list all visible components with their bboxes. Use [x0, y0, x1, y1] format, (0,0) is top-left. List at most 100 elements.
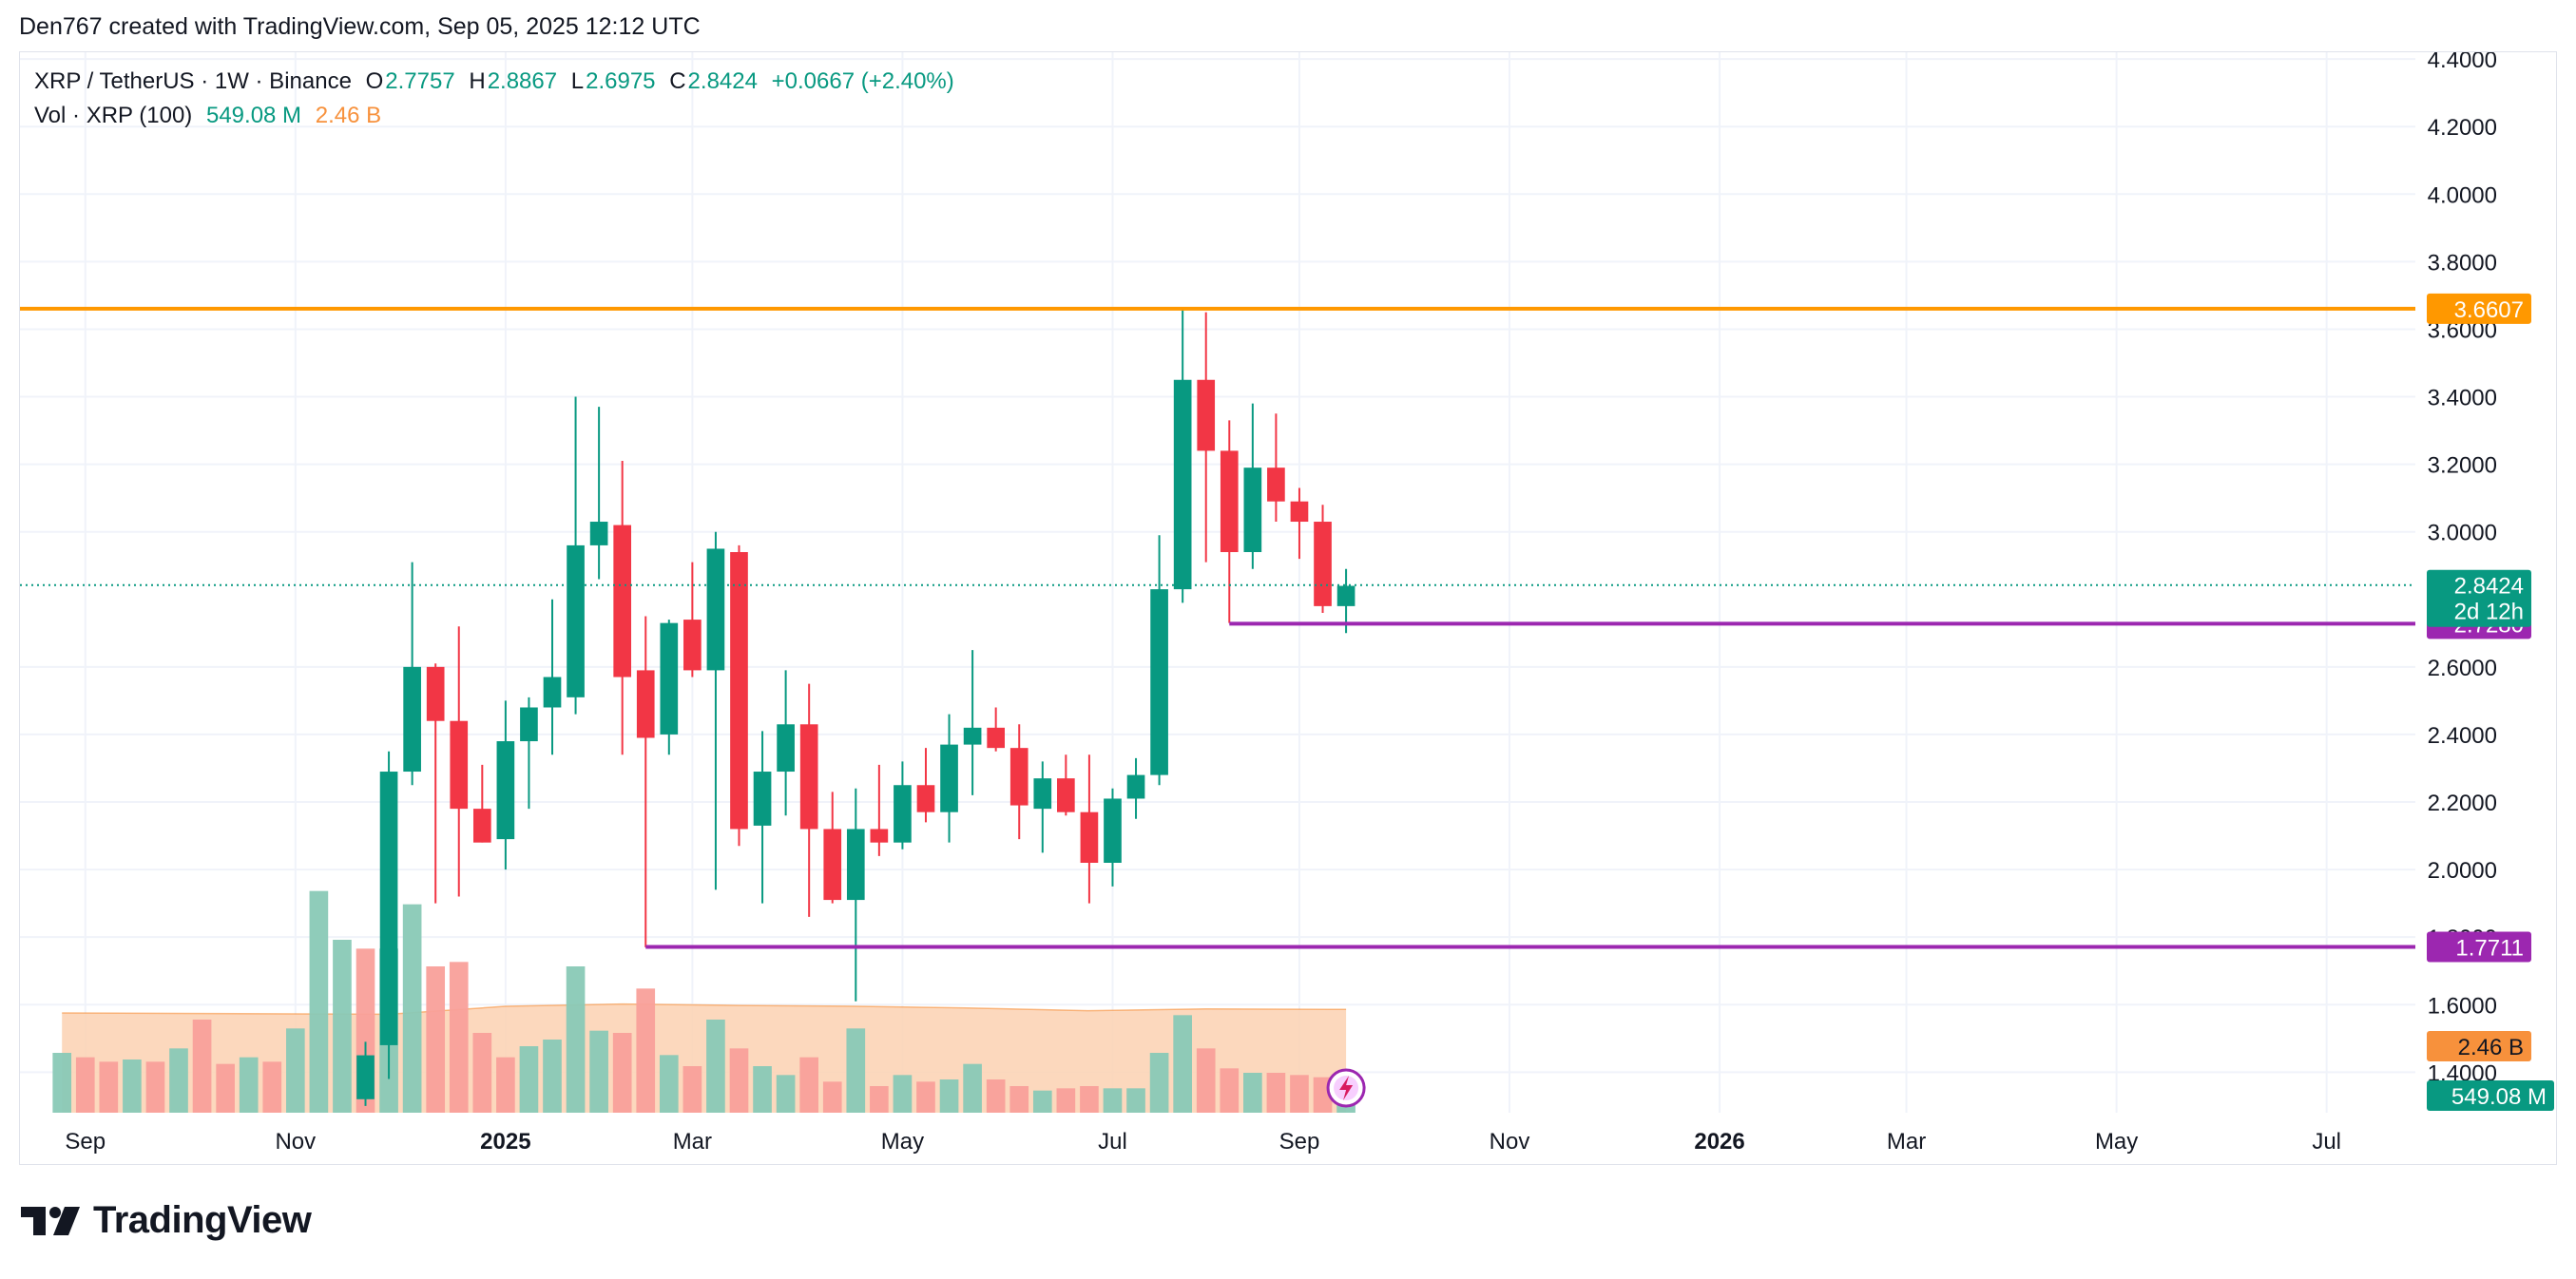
- volume-bar[interactable]: [893, 1075, 913, 1113]
- volume-bar[interactable]: [916, 1081, 935, 1113]
- candle-up[interactable]: [1126, 757, 1145, 819]
- candle-down[interactable]: [730, 544, 748, 847]
- volume-bar[interactable]: [99, 1061, 119, 1113]
- candle-up[interactable]: [1104, 788, 1122, 887]
- volume-bar[interactable]: [1243, 1073, 1262, 1113]
- candle-down[interactable]: [823, 792, 842, 904]
- resistance-tag[interactable]: 3.6607: [2427, 293, 2531, 324]
- candle-down[interactable]: [1080, 754, 1099, 904]
- candle-up[interactable]: [1173, 309, 1192, 603]
- volume-bar[interactable]: [1103, 1088, 1123, 1113]
- candle-up[interactable]: [543, 599, 562, 755]
- volume-bar[interactable]: [659, 1055, 679, 1113]
- candle-down[interactable]: [472, 764, 491, 843]
- volume-bar[interactable]: [1032, 1090, 1052, 1113]
- volume-bar[interactable]: [262, 1061, 282, 1113]
- candle-up[interactable]: [356, 1041, 375, 1106]
- volume-bar[interactable]: [986, 1079, 1006, 1113]
- candle-up[interactable]: [1243, 403, 1262, 569]
- volume-bar[interactable]: [543, 1040, 562, 1113]
- support-lower-tag[interactable]: 1.7711: [2427, 931, 2531, 963]
- volume-bar[interactable]: [519, 1046, 539, 1113]
- candle-down[interactable]: [683, 562, 702, 678]
- volume-bar[interactable]: [496, 1057, 515, 1113]
- volume-bar[interactable]: [472, 1033, 492, 1113]
- volume-bar[interactable]: [1126, 1088, 1145, 1113]
- volume-bar[interactable]: [963, 1063, 982, 1113]
- volume-bar[interactable]: [309, 890, 329, 1113]
- candle-up[interactable]: [379, 751, 398, 1079]
- volume-bar[interactable]: [589, 1030, 608, 1113]
- candle-down[interactable]: [636, 616, 655, 947]
- candle-up[interactable]: [496, 700, 515, 870]
- volume-bar[interactable]: [145, 1061, 165, 1113]
- volume-bar[interactable]: [286, 1028, 305, 1113]
- candle-up[interactable]: [753, 731, 772, 904]
- volume-bar[interactable]: [1056, 1088, 1076, 1113]
- candle-up[interactable]: [567, 396, 585, 715]
- candle-up[interactable]: [520, 697, 538, 810]
- volume-bar[interactable]: [753, 1066, 772, 1113]
- candle-up[interactable]: [706, 531, 725, 890]
- volume-bar[interactable]: [216, 1063, 235, 1113]
- candle-up[interactable]: [940, 714, 958, 843]
- volume-bar[interactable]: [1220, 1068, 1240, 1113]
- volume-bar[interactable]: [123, 1059, 142, 1113]
- volume-bar[interactable]: [822, 1081, 842, 1113]
- volume-bar[interactable]: [75, 1057, 95, 1113]
- volume-last-tag[interactable]: 549.08 M: [2427, 1080, 2554, 1111]
- volume-bar[interactable]: [846, 1028, 866, 1113]
- volume-bar[interactable]: [566, 966, 586, 1113]
- volume-bar[interactable]: [52, 1053, 72, 1113]
- volume-bar[interactable]: [1149, 1053, 1169, 1113]
- volume-bar[interactable]: [636, 988, 656, 1113]
- volume-bar[interactable]: [239, 1057, 259, 1113]
- candle-up[interactable]: [589, 407, 608, 580]
- candle-down[interactable]: [987, 707, 1005, 752]
- volume-bar[interactable]: [682, 1066, 702, 1113]
- flash-icon[interactable]: [1326, 1068, 1366, 1108]
- volume-bar[interactable]: [799, 1057, 818, 1113]
- candle-up[interactable]: [894, 761, 912, 849]
- volume-bar[interactable]: [1196, 1048, 1216, 1113]
- candle-up[interactable]: [846, 788, 865, 1002]
- volume-ma-tag[interactable]: 2.46 B: [2427, 1031, 2531, 1061]
- candle-down[interactable]: [1009, 724, 1028, 840]
- volume-bar[interactable]: [706, 1020, 725, 1113]
- candle-up[interactable]: [403, 562, 421, 786]
- candle-down[interactable]: [1220, 420, 1239, 623]
- candle-up[interactable]: [963, 650, 982, 795]
- volume-bar[interactable]: [776, 1075, 796, 1113]
- tradingview-logo[interactable]: TradingView: [21, 1199, 312, 1242]
- volume-bar[interactable]: [1266, 1073, 1286, 1113]
- volume-indicator-label[interactable]: Vol · XRP (100): [34, 103, 193, 128]
- volume-bar[interactable]: [1009, 1086, 1029, 1113]
- volume-bar[interactable]: [729, 1048, 749, 1113]
- volume-bar[interactable]: [870, 1086, 889, 1113]
- volume-bar[interactable]: [169, 1048, 188, 1113]
- candle-down[interactable]: [426, 663, 445, 904]
- symbol-label[interactable]: XRP / TetherUS · 1W · Binance: [34, 68, 352, 94]
- candle-down[interactable]: [799, 683, 818, 917]
- price-chart[interactable]: 4.40004.20004.00003.80003.60003.40003.20…: [20, 52, 2558, 1166]
- candle-down[interactable]: [870, 764, 889, 856]
- volume-bar[interactable]: [192, 1020, 212, 1113]
- volume-bar[interactable]: [402, 904, 422, 1113]
- candle-down[interactable]: [916, 748, 935, 823]
- candle-down[interactable]: [613, 461, 632, 755]
- volume-bar[interactable]: [1173, 1015, 1192, 1113]
- candle-down[interactable]: [450, 626, 469, 897]
- candle-down[interactable]: [1290, 487, 1309, 560]
- candle-down[interactable]: [1057, 754, 1075, 816]
- candle-down[interactable]: [1267, 413, 1285, 523]
- volume-bar[interactable]: [449, 962, 469, 1113]
- candle-down[interactable]: [1314, 505, 1332, 613]
- candle-down[interactable]: [1197, 312, 1216, 563]
- volume-bar[interactable]: [1290, 1075, 1309, 1113]
- candle-up[interactable]: [777, 670, 795, 816]
- volume-bar[interactable]: [939, 1079, 959, 1113]
- candle-up[interactable]: [1033, 761, 1052, 853]
- volume-bar[interactable]: [612, 1033, 632, 1113]
- volume-bar[interactable]: [333, 940, 352, 1113]
